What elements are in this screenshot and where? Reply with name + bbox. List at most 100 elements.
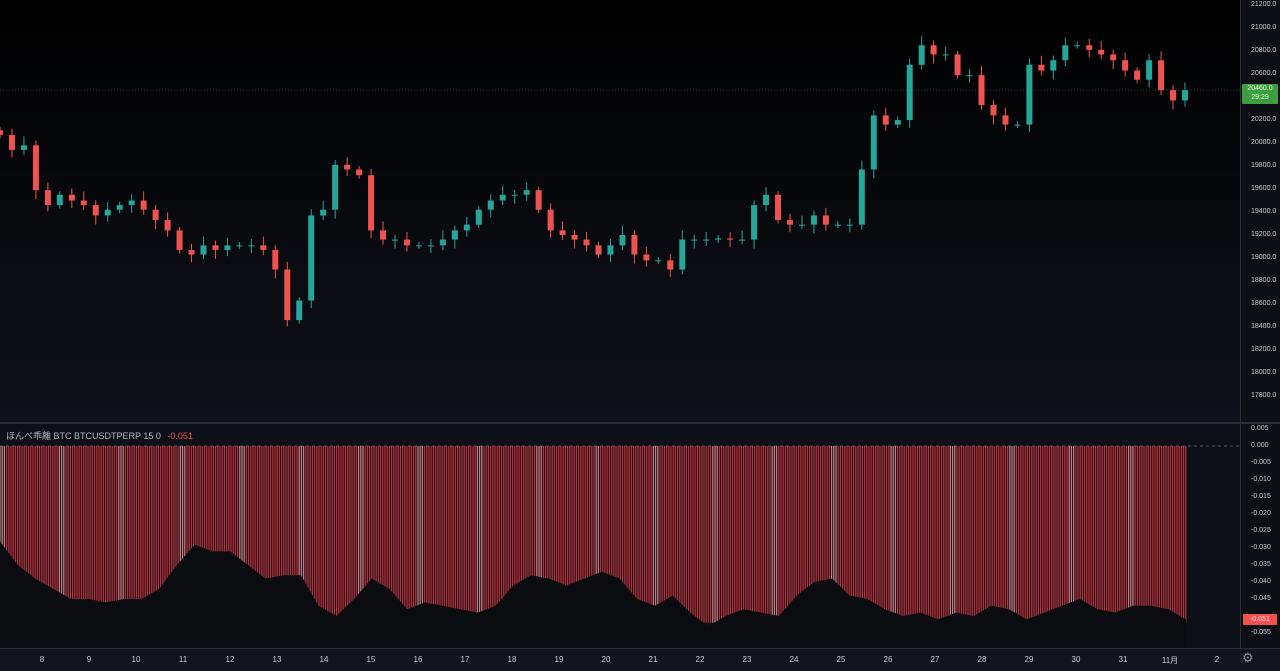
candle bbox=[560, 221, 566, 239]
candle-body bbox=[428, 245, 434, 246]
candle bbox=[1170, 85, 1176, 109]
candle bbox=[595, 242, 601, 258]
candle-body bbox=[69, 195, 75, 201]
indicator-tick: -0.035 bbox=[1251, 561, 1271, 568]
candle bbox=[1134, 67, 1140, 83]
indicator-tick: -0.030 bbox=[1251, 544, 1271, 551]
candle-body bbox=[0, 130, 3, 135]
candle-body bbox=[727, 238, 733, 239]
candle-body bbox=[153, 210, 159, 220]
time-tick: 26 bbox=[884, 655, 893, 664]
candle bbox=[428, 239, 434, 253]
price-tick: 20800.0 bbox=[1251, 47, 1276, 54]
current-price-label: 20460.0 29:29 bbox=[1242, 84, 1278, 104]
price-tick: 18600.0 bbox=[1251, 300, 1276, 307]
candle-body bbox=[1038, 65, 1044, 71]
candle bbox=[45, 183, 51, 212]
candle-body bbox=[943, 54, 949, 55]
candle bbox=[1014, 121, 1020, 128]
candle bbox=[368, 169, 374, 238]
indicator-tick: -0.020 bbox=[1251, 510, 1271, 517]
candle bbox=[57, 191, 63, 208]
candle-body bbox=[703, 240, 709, 241]
candle bbox=[907, 59, 913, 128]
price-tick: 17800.0 bbox=[1251, 392, 1276, 399]
time-tick: 12 bbox=[226, 655, 235, 664]
candle-body bbox=[1170, 90, 1176, 100]
candle bbox=[727, 232, 733, 247]
time-tick: 14 bbox=[320, 655, 329, 664]
candle bbox=[763, 187, 769, 211]
candle bbox=[979, 66, 985, 110]
time-tick: 23 bbox=[743, 655, 752, 664]
candle bbox=[536, 187, 542, 213]
candle bbox=[272, 245, 278, 278]
candle bbox=[320, 201, 326, 221]
price-tick: 21200.0 bbox=[1251, 1, 1276, 8]
price-tick: 18200.0 bbox=[1251, 346, 1276, 353]
time-tick: 17 bbox=[461, 655, 470, 664]
candle bbox=[524, 183, 530, 201]
candle bbox=[931, 40, 937, 63]
candle bbox=[153, 205, 159, 229]
candle-body bbox=[895, 120, 901, 125]
candle-body bbox=[452, 230, 458, 239]
candle bbox=[967, 69, 973, 83]
candle bbox=[464, 217, 470, 237]
candle bbox=[500, 186, 506, 206]
candle bbox=[919, 36, 925, 69]
candle-body bbox=[907, 65, 913, 120]
candle bbox=[248, 239, 254, 253]
candle-body bbox=[835, 225, 841, 226]
candle bbox=[691, 235, 697, 249]
gear-icon[interactable]: ⚙ bbox=[1242, 650, 1254, 666]
indicator-pane[interactable]: ほんべ乖離 BTC BTCUSDTPERP 15 0 -0.051 bbox=[0, 424, 1240, 648]
candle bbox=[260, 236, 266, 254]
indicator-tick: -0.005 bbox=[1251, 459, 1271, 466]
indicator-tick: -0.015 bbox=[1251, 493, 1271, 500]
price-chart-pane[interactable] bbox=[0, 0, 1240, 422]
candle-body bbox=[284, 270, 290, 321]
candle-body bbox=[643, 255, 649, 261]
time-tick: 11月 bbox=[1162, 655, 1178, 666]
candle bbox=[811, 211, 817, 234]
candle-body bbox=[823, 215, 829, 224]
candle-body bbox=[1110, 54, 1116, 60]
candle-body bbox=[105, 210, 111, 216]
candle-body bbox=[919, 45, 925, 65]
candle-body bbox=[476, 210, 482, 225]
candle bbox=[284, 262, 290, 326]
time-tick: 24 bbox=[790, 655, 799, 664]
candle-body bbox=[464, 225, 470, 231]
time-tick: 21 bbox=[649, 655, 658, 664]
candle-body bbox=[990, 105, 996, 115]
candle bbox=[488, 194, 494, 217]
candle-body bbox=[248, 245, 254, 246]
indicator-value-label: -0.051 bbox=[1243, 614, 1277, 625]
candle bbox=[33, 140, 39, 199]
candle-body bbox=[691, 240, 697, 241]
candle bbox=[452, 226, 458, 249]
indicator-tick: -0.045 bbox=[1251, 595, 1271, 602]
current-price: 20460.0 bbox=[1242, 84, 1278, 93]
candle bbox=[679, 231, 685, 275]
candle bbox=[332, 160, 338, 219]
time-tick: 20 bbox=[602, 655, 611, 664]
candle-body bbox=[224, 245, 230, 250]
candle bbox=[607, 239, 613, 262]
candle bbox=[775, 191, 781, 223]
candle-body bbox=[117, 205, 123, 210]
candle-body bbox=[488, 201, 494, 210]
candle bbox=[715, 235, 721, 243]
candle-body bbox=[260, 245, 266, 250]
candle-body bbox=[1134, 71, 1140, 80]
bar-countdown: 29:29 bbox=[1242, 93, 1278, 102]
candle bbox=[129, 194, 135, 212]
candle bbox=[356, 166, 362, 179]
candle bbox=[823, 208, 829, 231]
candle bbox=[584, 232, 590, 252]
indicator-legend[interactable]: ほんべ乖離 BTC BTCUSDTPERP 15 0 -0.051 bbox=[6, 429, 193, 442]
indicator-tick: -0.055 bbox=[1251, 629, 1271, 636]
